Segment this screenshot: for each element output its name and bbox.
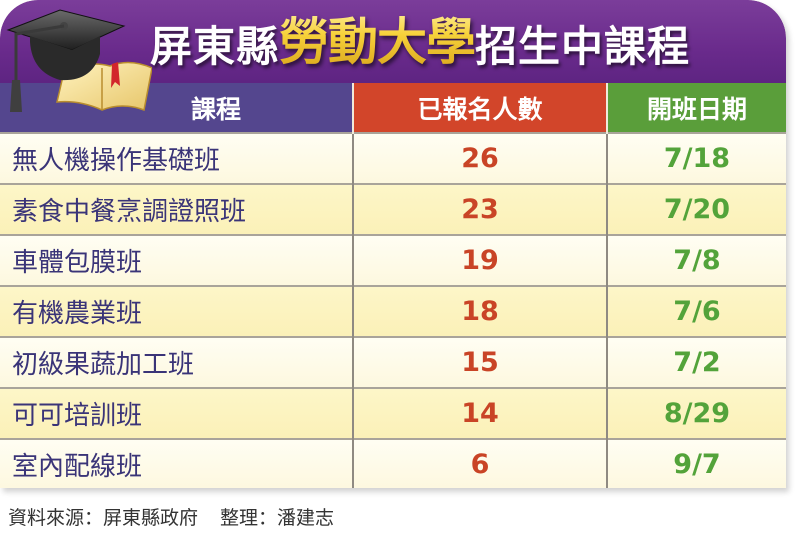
enrolled-count: 23 — [352, 183, 607, 235]
footer-credits: 資料來源：屏東縣政府 整理：潘建志 — [8, 503, 334, 530]
table-row: 有機農業班 18 7/6 — [0, 285, 786, 337]
course-name: 初級果蔬加工班 — [0, 336, 353, 388]
table-header-row: 課程 已報名人數 開班日期 — [0, 83, 786, 133]
start-date: 7/20 — [606, 183, 786, 235]
start-date: 9/7 — [606, 438, 786, 488]
title-prefix: 屏東縣 — [150, 22, 280, 71]
table-row: 無人機操作基礎班 26 7/18 — [0, 132, 786, 184]
table-row: 初級果蔬加工班 15 7/2 — [0, 336, 786, 388]
course-name: 室內配線班 — [0, 438, 353, 488]
course-table: 課程 已報名人數 開班日期 無人機操作基礎班 26 7/18 素食中餐烹調證照班… — [0, 83, 786, 488]
course-name: 可可培訓班 — [0, 387, 353, 439]
page-title: 屏東縣 勞動大學 招生中課程 — [150, 13, 691, 74]
start-date: 8/29 — [606, 387, 786, 439]
enrolled-count: 19 — [352, 234, 607, 286]
title-suffix: 招生中課程 — [475, 22, 691, 71]
start-date: 7/6 — [606, 285, 786, 337]
editor-credit: 整理：潘建志 — [220, 507, 335, 529]
header-count: 已報名人數 — [352, 83, 607, 133]
enrolled-count: 15 — [352, 336, 607, 388]
course-name: 車體包膜班 — [0, 234, 353, 286]
course-table-card: 屏東縣 勞動大學 招生中課程 課程 已報名人數 開班日期 無人機操作基礎班 26… — [0, 0, 786, 488]
start-date: 7/18 — [606, 132, 786, 184]
table-row: 可可培訓班 14 8/29 — [0, 387, 786, 439]
start-date: 7/8 — [606, 234, 786, 286]
course-name: 無人機操作基礎班 — [0, 132, 353, 184]
table-row: 素食中餐烹調證照班 23 7/20 — [0, 183, 786, 235]
enrolled-count: 18 — [352, 285, 607, 337]
graduation-cap-and-book-icon — [6, 9, 152, 112]
enrolled-count: 6 — [352, 438, 607, 488]
table-row: 室內配線班 6 9/7 — [0, 438, 786, 488]
title-highlight: 勞動大學 — [279, 2, 476, 74]
header-date: 開班日期 — [606, 83, 786, 133]
data-source: 資料來源：屏東縣政府 — [8, 507, 199, 529]
enrolled-count: 14 — [352, 387, 607, 439]
start-date: 7/2 — [606, 336, 786, 388]
course-name: 有機農業班 — [0, 285, 353, 337]
enrolled-count: 26 — [352, 132, 607, 184]
table-row: 車體包膜班 19 7/8 — [0, 234, 786, 286]
course-name: 素食中餐烹調證照班 — [0, 183, 353, 235]
